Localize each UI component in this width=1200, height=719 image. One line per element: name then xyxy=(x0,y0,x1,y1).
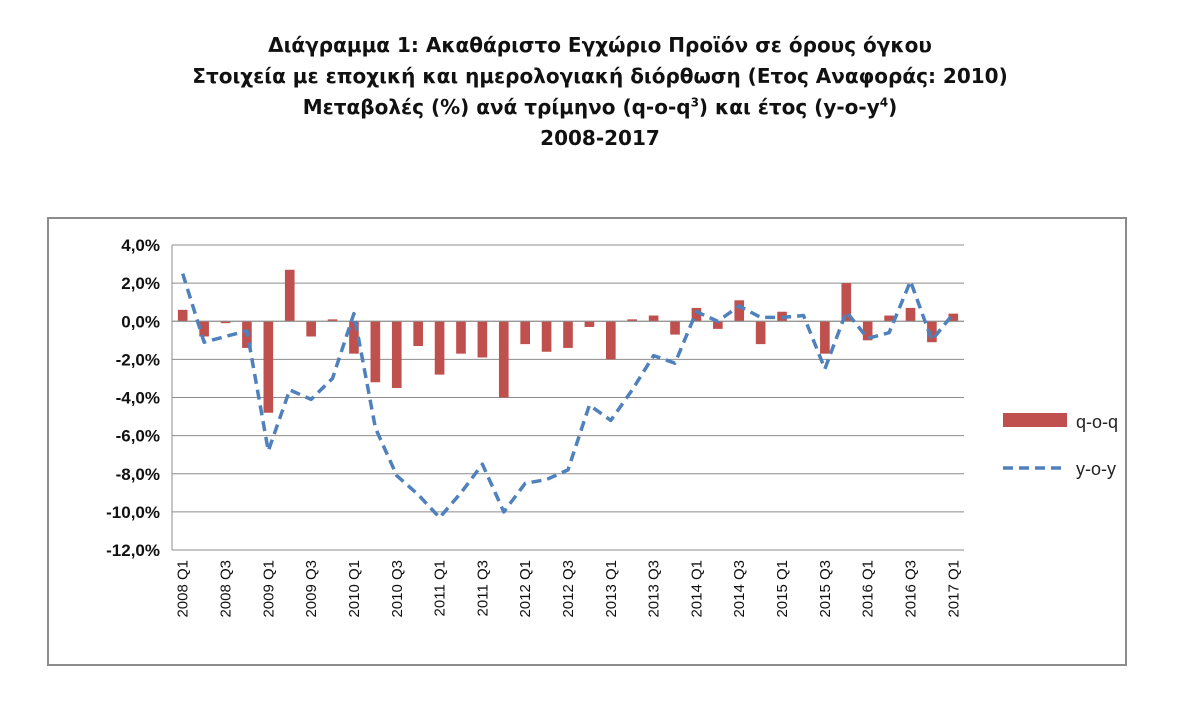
legend-label-q-o-q: q-o-q xyxy=(1076,412,1118,432)
x-tick-label: 2013 Q3 xyxy=(646,560,663,618)
chart-frame xyxy=(47,217,1127,666)
x-tick-label: 2011 Q1 xyxy=(432,560,449,616)
chart-title-line-2: Στοιχεία με εποχική και ημερολογιακή διό… xyxy=(192,64,1008,88)
x-tick-label: 2009 Q3 xyxy=(303,560,320,618)
bar-q-o-q xyxy=(520,321,531,345)
bar-q-o-q xyxy=(927,321,937,343)
bar-q-o-q xyxy=(413,321,423,347)
legend-label-y-o-y: y-o-y xyxy=(1076,459,1116,479)
x-tick-label: 2015 Q1 xyxy=(774,560,791,618)
bar-q-o-q xyxy=(177,309,188,322)
bar-q-o-q xyxy=(948,313,959,322)
legend-swatch-q-o-q xyxy=(1003,413,1067,427)
bar-q-o-q xyxy=(541,321,552,352)
x-tick-label: 2014 Q1 xyxy=(688,560,705,618)
chart-title-line-3-main: Μεταβολές (%) ανά τρίμηνο (q-o-q xyxy=(302,95,691,119)
bar-q-o-q xyxy=(755,321,766,345)
x-tick-label: 2016 Q3 xyxy=(902,560,919,618)
footnote-marker-3: 3 xyxy=(690,95,699,110)
x-tick-label: 2012 Q1 xyxy=(517,560,534,618)
x-tick-label: 2014 Q3 xyxy=(731,560,748,618)
x-tick-label: 2008 Q1 xyxy=(175,560,192,618)
bar-q-o-q xyxy=(820,321,830,354)
x-tick-label: 2013 Q1 xyxy=(603,560,620,618)
bar-q-o-q xyxy=(498,321,509,398)
bar-q-o-q xyxy=(284,269,295,322)
bar-q-o-q xyxy=(884,315,894,322)
x-tick-label: 2010 Q1 xyxy=(346,560,363,618)
y-tick-label: -6,0% xyxy=(116,427,160,446)
y-tick-label: 0,0% xyxy=(121,312,160,331)
bar-q-o-q xyxy=(627,319,638,322)
axes xyxy=(171,245,964,550)
y-o-y-line-series xyxy=(181,273,955,520)
y-tick-label: -10,0% xyxy=(106,503,160,522)
bar-q-o-q xyxy=(477,321,488,358)
bar-q-o-q xyxy=(563,321,573,348)
bar-q-o-q xyxy=(905,307,916,322)
y-tick-label: -8,0% xyxy=(116,465,160,484)
chart-title-line-3: Μεταβολές (%) ανά τρίμηνο (q-o-q3) και έ… xyxy=(0,92,1200,123)
legend: q-o-q y-o-y xyxy=(1003,412,1118,479)
bar-q-o-q xyxy=(584,321,595,327)
bar-q-o-q xyxy=(734,300,745,322)
chart-title-line-3-end: ) xyxy=(888,95,898,119)
x-tick-label: 2017 Q1 xyxy=(945,560,962,618)
bar-q-o-q xyxy=(327,319,338,322)
y-axis-tick-labels: 4,0% 2,0% 0,0% -2,0% -4,0% -6,0% -8,0% -10,0% -1… xyxy=(106,236,160,560)
x-tick-label: 2012 Q3 xyxy=(560,560,577,618)
bar-q-o-q xyxy=(670,321,680,335)
bar-q-o-q xyxy=(841,283,852,322)
chart-title-line-4: 2008-2017 xyxy=(540,126,660,150)
bar-q-o-q xyxy=(370,321,381,383)
x-tick-label: 2010 Q3 xyxy=(389,560,406,618)
bar-q-o-q xyxy=(220,321,231,324)
bar-q-o-q xyxy=(691,307,702,322)
x-tick-label: 2008 Q3 xyxy=(218,560,235,618)
line-y-o-y xyxy=(181,273,955,520)
bar-q-o-q xyxy=(391,321,402,388)
bar-q-o-q xyxy=(713,321,723,329)
bar-q-o-q xyxy=(862,321,873,341)
bar-q-o-q xyxy=(263,321,274,413)
footnote-marker-4: 4 xyxy=(879,95,889,110)
y-tick-label: 4,0% xyxy=(121,236,160,255)
bar-q-o-q xyxy=(434,321,445,375)
y-tick-label: -2,0% xyxy=(116,350,160,369)
chart-title-line-1: Διάγραμμα 1: Ακαθάριστο Εγχώριο Προϊόν σ… xyxy=(268,33,932,57)
y-tick-label: -12,0% xyxy=(106,541,160,560)
bar-q-o-q xyxy=(199,321,209,337)
x-axis-tick-labels: 2008 Q1 2008 Q3 2009 Q1 2009 Q3 2010 Q1 2010 … xyxy=(175,560,963,618)
x-tick-label: 2011 Q3 xyxy=(474,560,491,616)
y-tick-label: -4,0% xyxy=(116,389,160,408)
y-tick-label: 2,0% xyxy=(121,274,160,293)
chart-title-line-3-mid: ) και έτος (y-o-y xyxy=(698,95,880,119)
x-tick-label: 2009 Q1 xyxy=(260,560,277,618)
bar-q-o-q xyxy=(648,315,659,322)
x-tick-label: 2015 Q3 xyxy=(817,560,834,618)
chart-title-block: Διάγραμμα 1: Ακαθάριστο Εγχώριο Προϊόν σ… xyxy=(0,30,1200,154)
x-tick-label: 2016 Q1 xyxy=(860,560,877,618)
bar-q-o-q xyxy=(349,321,359,354)
bar-q-o-q xyxy=(456,321,466,354)
bar-q-o-q xyxy=(605,321,616,360)
bar-q-o-q xyxy=(306,321,316,337)
